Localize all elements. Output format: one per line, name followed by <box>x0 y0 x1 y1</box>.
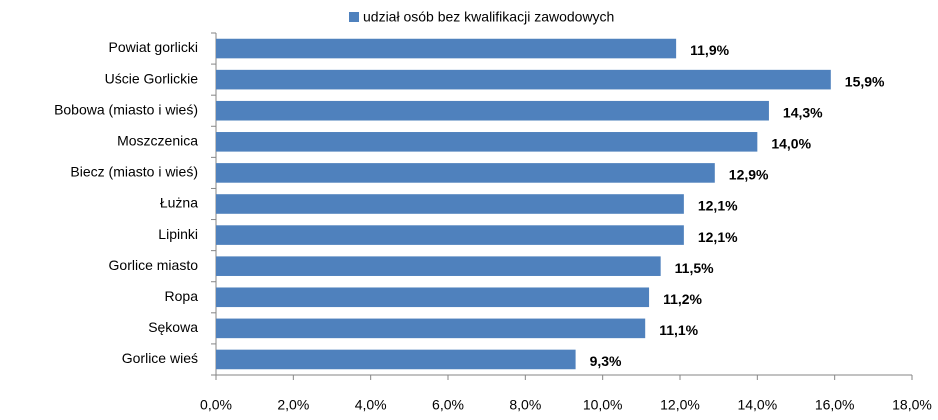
y-tick-label: Bobowa (miasto i wieś) <box>54 101 198 117</box>
legend-label: udział osób bez kwalifikacji zawodowych <box>363 9 614 25</box>
value-label: 14,0% <box>771 136 811 152</box>
x-tick-label: 18,0% <box>892 397 932 413</box>
value-label: 11,9% <box>690 42 729 58</box>
y-tick-label: Łużna <box>160 195 198 211</box>
legend-swatch <box>349 12 359 22</box>
bar <box>216 287 650 308</box>
bar <box>216 132 758 152</box>
bar <box>216 194 684 214</box>
bar <box>216 163 715 183</box>
y-tick-label: Powiat gorlicki <box>109 39 198 55</box>
value-label: 12,9% <box>729 167 769 183</box>
y-tick-label: Uście Gorlickie <box>105 70 199 86</box>
x-tick-label: 8,0% <box>509 397 541 413</box>
value-label: 11,1% <box>659 322 698 338</box>
bar <box>216 100 769 121</box>
y-tick-label: Ropa <box>165 288 199 304</box>
bar <box>216 225 684 245</box>
x-tick-label: 2,0% <box>277 397 309 413</box>
value-label: 11,2% <box>663 291 702 307</box>
y-tick-label: Moszczenica <box>117 133 198 149</box>
y-tick-label: Gorlice wieś <box>122 350 198 366</box>
y-tick-label: Sękowa <box>148 319 198 335</box>
x-tick-label: 4,0% <box>355 397 387 413</box>
bar <box>216 349 576 370</box>
bar <box>216 256 661 276</box>
value-label: 14,3% <box>783 104 823 120</box>
x-tick-label: 12,0% <box>660 397 700 413</box>
value-label: 12,1% <box>698 229 738 245</box>
bar <box>216 69 831 90</box>
y-tick-label: Lipinki <box>158 226 198 242</box>
x-tick-label: 0,0% <box>200 397 232 413</box>
x-tick-label: 14,0% <box>737 397 777 413</box>
y-tick-label: Gorlice miasto <box>109 257 199 273</box>
value-label: 9,3% <box>590 353 622 369</box>
bar <box>216 38 677 59</box>
y-tick-label: Biecz (miasto i wieś) <box>70 164 198 180</box>
x-tick-label: 16,0% <box>815 397 855 413</box>
value-label: 11,5% <box>675 260 714 276</box>
value-label: 12,1% <box>698 198 738 214</box>
bar <box>216 318 646 339</box>
x-tick-label: 10,0% <box>583 397 623 413</box>
x-tick-label: 6,0% <box>432 397 464 413</box>
value-label: 15,9% <box>845 73 885 89</box>
